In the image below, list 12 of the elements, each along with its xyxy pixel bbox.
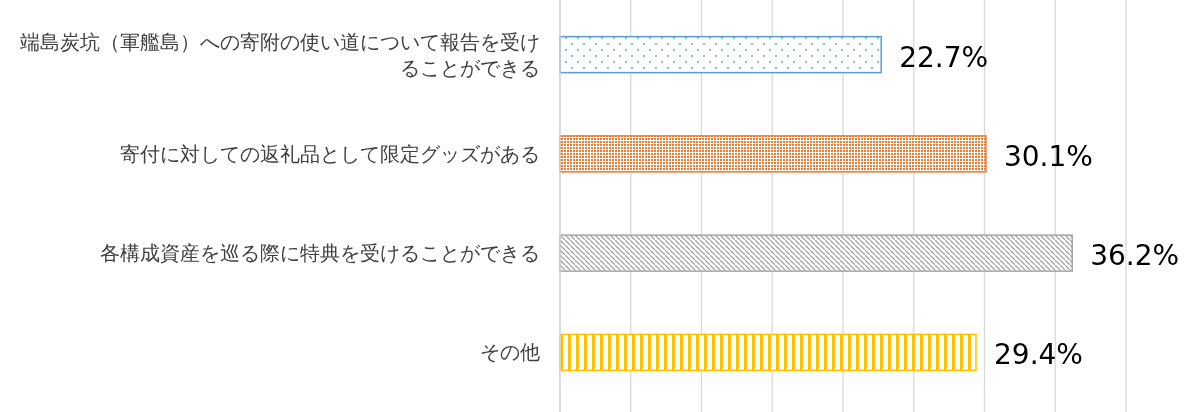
y-tick-label: 端島炭坑（軍艦島）への寄附の使い道について報告を受けることができる: [20, 29, 540, 80]
bar: [559, 333, 977, 372]
data-label: 22.7%: [899, 40, 989, 74]
data-label: 30.1%: [1003, 139, 1093, 173]
data-label: 36.2%: [1090, 239, 1180, 273]
bar: [559, 35, 882, 74]
data-label: 29.4%: [994, 338, 1083, 372]
y-tick-label: 各構成資産を巡る際に特典を受けることができる: [100, 241, 540, 266]
bar: [559, 234, 1073, 272]
y-tick-label: 寄付に対しての返礼品として限定グッズがある: [120, 141, 540, 166]
y-tick-label: その他: [480, 340, 540, 365]
bar: [559, 135, 987, 173]
